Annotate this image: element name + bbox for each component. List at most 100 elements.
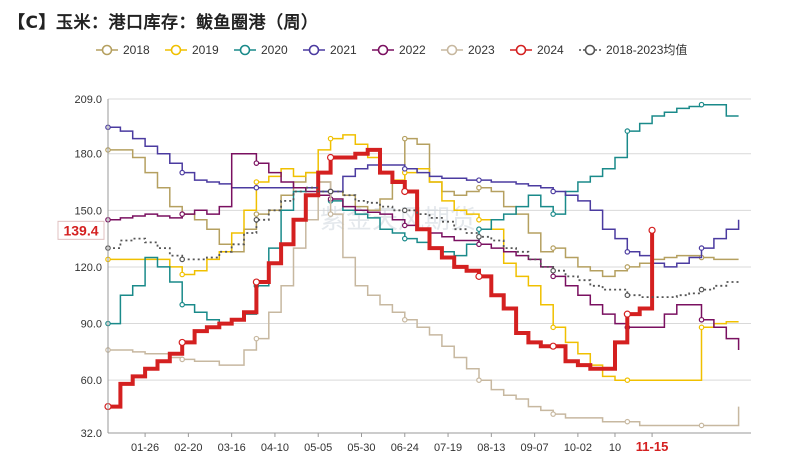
data-point: [624, 264, 631, 270]
series-line-2018: [108, 137, 739, 278]
y-tick-label: 150.0: [74, 205, 102, 217]
data-point: [698, 101, 705, 108]
y-tick-label: 120.0: [74, 262, 102, 274]
x-tick-label: 10-02: [564, 442, 592, 454]
data-point: [401, 207, 408, 214]
data-point: [253, 184, 260, 191]
y-tick-label: 60.0: [81, 375, 102, 387]
data-point: [476, 184, 482, 191]
x-tick-label: 11-15: [636, 439, 669, 454]
data-point: [327, 211, 334, 217]
series-line-2024: [108, 147, 655, 409]
data-point: [549, 342, 557, 350]
x-tick-label: 07-19: [434, 442, 462, 454]
series-line-2021: [108, 126, 740, 268]
data-point: [698, 316, 705, 323]
legend-label: 2021: [330, 43, 357, 57]
data-point: [178, 338, 186, 347]
data-point: [401, 222, 408, 229]
series-line-2023: [108, 181, 740, 427]
legend-label: 2020: [261, 43, 288, 57]
legend-label: 2023: [468, 43, 495, 57]
data-point: [476, 177, 482, 183]
legend-marker: [239, 44, 251, 56]
data-point: [327, 135, 334, 142]
data-point: [401, 235, 408, 242]
data-point: [253, 216, 260, 223]
y-tick-label: 180.0: [74, 149, 102, 161]
series-line-2019: [108, 134, 739, 381]
data-point: [327, 188, 334, 195]
data-point: [253, 335, 260, 342]
data-point: [624, 128, 631, 134]
data-point: [550, 188, 556, 195]
data-point: [253, 211, 260, 217]
legend-label: 2019: [192, 43, 219, 57]
x-tick-label: 04-10: [261, 442, 289, 454]
legend-marker: [446, 44, 458, 56]
legend-label: 2024: [537, 43, 564, 57]
latest-value-label: 139.4: [63, 222, 98, 238]
data-point: [476, 377, 482, 383]
data-point: [253, 160, 260, 166]
series-line-2022: [108, 152, 740, 350]
data-point: [476, 233, 482, 240]
data-point: [648, 226, 656, 234]
x-tick-label: 05-30: [347, 442, 375, 454]
data-point: [475, 272, 483, 280]
legend-marker: [101, 44, 113, 56]
x-tick-label: 08-13: [477, 442, 505, 454]
data-point: [401, 166, 408, 172]
x-tick-label: 03-16: [218, 442, 246, 454]
data-point: [550, 411, 556, 417]
data-point: [252, 278, 260, 286]
data-point: [624, 292, 631, 299]
series-layer: [104, 101, 740, 429]
data-point: [401, 187, 409, 196]
y-tick-label: 209.0: [74, 94, 102, 106]
data-point: [253, 179, 260, 185]
data-point: [550, 267, 556, 274]
legend: 2018 2019 2020 2021 2022 2023 2024 2018-2023均值: [96, 42, 687, 57]
data-point: [401, 135, 408, 142]
legend-marker: [584, 44, 596, 56]
series-line-2020: [108, 103, 739, 325]
data-point: [550, 273, 556, 280]
chart-title: 【C】玉米：港口库存：鲅鱼圈港（周）: [8, 13, 319, 33]
x-tick-label: 09-07: [521, 442, 549, 454]
data-point: [698, 286, 705, 293]
legend-label: 2018-2023均值: [606, 42, 687, 57]
data-point: [698, 245, 705, 251]
data-point: [179, 169, 185, 176]
x-tick-label: 01-26: [131, 442, 159, 454]
legend-label: 2022: [399, 43, 426, 57]
data-point: [550, 324, 556, 331]
data-point: [698, 324, 705, 331]
x-tick-label: 06-24: [391, 442, 419, 454]
data-point: [698, 422, 705, 429]
data-point: [326, 153, 335, 162]
data-point: [623, 310, 631, 318]
y-tick-label: 90.0: [81, 319, 102, 331]
latest-value-box: [57, 220, 105, 240]
data-point: [476, 241, 482, 248]
data-point: [624, 377, 631, 383]
data-point: [179, 256, 185, 263]
legend-marker: [170, 44, 182, 56]
data-point: [179, 301, 185, 308]
x-tick-label: 05-05: [304, 442, 332, 454]
legend-marker: [515, 44, 527, 56]
legend-marker: [377, 44, 389, 56]
axes: 209.0 180.0 150.0 120.0 90.0 60.0 32.0 01-26 02-…: [57, 94, 751, 454]
data-point: [550, 211, 556, 217]
legend-marker: [308, 44, 320, 56]
x-tick-label: 10: [609, 442, 621, 454]
data-point: [179, 211, 185, 217]
data-point: [401, 316, 408, 323]
legend-label: 2018: [123, 43, 150, 57]
data-point: [179, 271, 185, 278]
data-point: [476, 226, 482, 233]
data-point: [179, 356, 185, 363]
data-point: [624, 418, 631, 425]
